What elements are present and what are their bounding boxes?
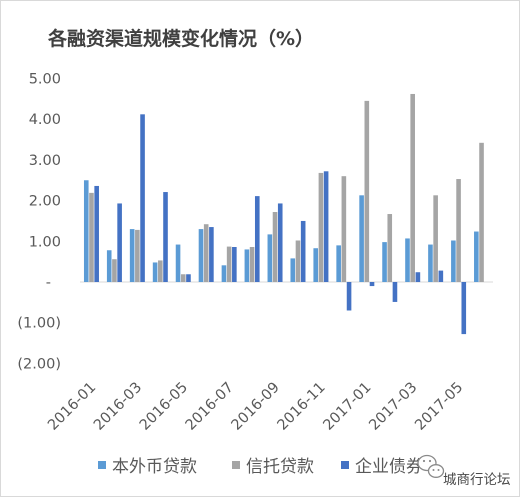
bar-series2-cat6 xyxy=(203,224,209,282)
bar-series1-cat10 xyxy=(290,258,296,282)
bar-series1-cat6 xyxy=(198,229,204,282)
legend-label-loans: 本外币贷款 xyxy=(112,457,197,477)
legend-item-corporate-bonds: 企业债券 xyxy=(341,457,423,477)
bar-series3-cat15 xyxy=(415,272,421,282)
bar-series3-cat9 xyxy=(277,203,283,282)
bar-series2-cat3 xyxy=(135,229,140,282)
legend-item-loans: 本外币贷款 xyxy=(98,457,197,477)
bar-series1-cat14 xyxy=(382,242,387,282)
bar-series3-cat12 xyxy=(346,282,352,311)
legend-label-trust-loans: 信托贷款 xyxy=(246,457,314,477)
y-tick-label: 5.00 xyxy=(29,72,61,88)
bar-series1-cat8 xyxy=(244,249,250,282)
y-tick-label: 1.00 xyxy=(29,234,61,250)
y-tick-label: (1.00) xyxy=(17,316,61,332)
bar-series2-cat13 xyxy=(364,100,370,282)
bar-series3-cat11 xyxy=(323,171,329,282)
bar-series2-cat15 xyxy=(410,93,415,282)
bar-series2-cat10 xyxy=(295,240,301,282)
y-tick-label: 2.00 xyxy=(29,194,61,210)
y-tick-label: 3.00 xyxy=(29,153,61,169)
bar-series2-cat18 xyxy=(479,142,484,282)
bar-series1-cat11 xyxy=(313,248,319,282)
bar-series3-cat2 xyxy=(117,203,122,282)
bar-series1-cat9 xyxy=(267,234,273,282)
bar-series3-cat7 xyxy=(232,247,237,282)
bar-series1-cat4 xyxy=(152,262,158,282)
bar-series2-cat14 xyxy=(387,214,393,282)
watermark-text: 城商行论坛 xyxy=(443,472,511,488)
legend-swatch-loans xyxy=(98,461,106,469)
y-tick-label: 4.00 xyxy=(29,112,61,128)
bar-series2-cat12 xyxy=(341,176,347,282)
legend-swatch-corporate-bonds xyxy=(341,461,349,469)
bar-series1-cat2 xyxy=(106,250,112,282)
bar-series2-cat8 xyxy=(249,247,255,282)
bar-series3-cat3 xyxy=(140,114,145,282)
bar-series1-cat1 xyxy=(83,180,89,282)
bar-series3-cat5 xyxy=(186,274,191,282)
bar-series3-cat6 xyxy=(209,227,214,282)
bar-series2-cat7 xyxy=(226,246,232,282)
bar-series3-cat13 xyxy=(369,282,375,287)
bars xyxy=(83,93,484,335)
bar-series2-cat16 xyxy=(433,195,438,282)
bar-series3-cat4 xyxy=(163,192,168,282)
legend-item-trust-loans: 信托贷款 xyxy=(232,457,314,477)
bar-series3-cat17 xyxy=(461,282,467,335)
bar-series2-cat17 xyxy=(456,179,461,282)
y-axis-tick-labels: 5.00 4.00 3.00 2.00 1.00 - (1.00) (2.00) xyxy=(17,72,61,373)
bar-series1-cat5 xyxy=(175,244,181,282)
bar-series2-cat5 xyxy=(180,274,186,282)
bar-series1-cat13 xyxy=(359,195,364,282)
chart-title: 各融资渠道规模变化情况（%） xyxy=(47,27,314,50)
bar-series1-cat7 xyxy=(221,265,227,282)
watermark: 城商行论坛 xyxy=(417,454,511,488)
bar-series2-cat4 xyxy=(158,260,163,282)
bar-series2-cat2 xyxy=(112,259,117,282)
legend-label-corporate-bonds: 企业债券 xyxy=(355,457,423,477)
bar-series1-cat17 xyxy=(451,240,456,282)
bar-series1-cat12 xyxy=(336,245,341,282)
bar-series1-cat18 xyxy=(474,231,479,282)
bar-series1-cat16 xyxy=(428,244,433,282)
bar-series3-cat8 xyxy=(254,196,260,282)
bar-series3-cat1 xyxy=(94,185,99,282)
y-tick-label: - xyxy=(46,275,51,291)
bar-series2-cat11 xyxy=(318,172,324,282)
bar-series3-cat16 xyxy=(438,270,444,282)
bar-series2-cat9 xyxy=(272,212,278,282)
bar-series3-cat10 xyxy=(300,220,306,282)
bar-series1-cat3 xyxy=(129,229,135,282)
bar-series2-cat1 xyxy=(89,192,94,282)
bar-series3-cat14 xyxy=(392,282,398,302)
y-tick-label: (2.00) xyxy=(17,356,61,372)
legend-swatch-trust-loans xyxy=(232,461,240,469)
bar-series1-cat15 xyxy=(405,238,410,282)
wechat-logo-icon xyxy=(417,454,445,478)
legend: 本外币贷款 信托贷款 企业债券 xyxy=(98,457,423,477)
